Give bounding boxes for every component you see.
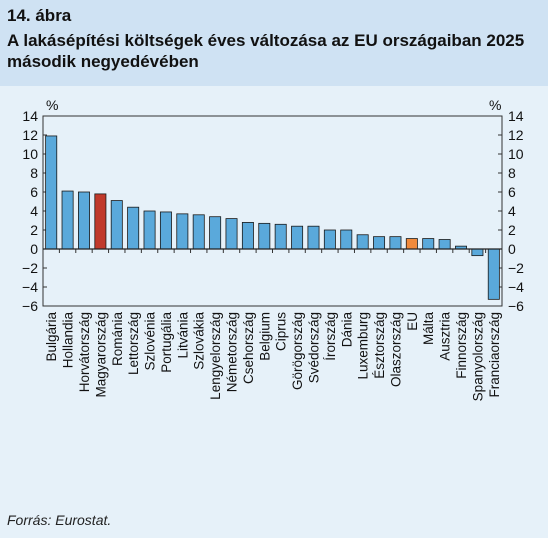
x-category-label: Olaszország	[388, 312, 403, 387]
y-tick-label-right: 14	[508, 108, 524, 124]
x-category-label: Románia	[110, 312, 125, 367]
y-tick-label-right: 12	[508, 127, 524, 143]
bar-3	[94, 193, 107, 250]
y-tick-label-right: −2	[508, 260, 524, 276]
y-tick-label-left: 10	[22, 146, 38, 162]
bar-19	[356, 234, 369, 250]
bar-5	[127, 206, 140, 250]
y-tick-label-left: 14	[22, 108, 38, 124]
x-category-label: Magyarország	[93, 312, 108, 398]
x-category-label: Szlovákia	[192, 312, 207, 370]
x-category-label: Svédország	[306, 312, 321, 383]
bar-23	[422, 238, 435, 250]
y-tick-label-right: 6	[508, 184, 516, 200]
x-category-label: Szlovénia	[143, 312, 158, 371]
bar-21	[389, 236, 402, 250]
x-category-label: Németország	[225, 312, 240, 392]
x-category-label: Ciprus	[274, 312, 289, 351]
figure-title: A lakásépítési költségek éves változása …	[7, 31, 525, 71]
y-tick-label-right: −4	[508, 279, 524, 295]
x-category-label: Litvánia	[175, 312, 190, 359]
figure-label: 14. ábra	[7, 6, 72, 25]
y-tick-label-left: 8	[30, 165, 38, 181]
x-category-label: Spanyolország	[470, 312, 485, 401]
y-tick-label-left: 12	[22, 127, 38, 143]
bar-26	[471, 248, 484, 257]
x-category-label: Észtország	[372, 312, 387, 379]
x-category-label: Málta	[421, 312, 436, 346]
x-category-label: EU	[405, 312, 420, 331]
bar-6	[143, 210, 156, 250]
y-tick-label-left: 0	[30, 241, 38, 257]
y-tick-label-left: 2	[30, 222, 38, 238]
y-tick-label-right: 0	[508, 241, 516, 257]
x-category-label: Ausztria	[438, 312, 453, 361]
bar-10	[209, 216, 222, 250]
bar-chart: 14 14 12 12 10 10 8 8 6 6 4 4 2 2 0 0 −2 −2 −4 −4 −6 −6% % Bulg…	[22, 97, 524, 401]
x-category-label: Horvátország	[77, 312, 92, 392]
bar-13	[258, 222, 271, 250]
bar-22	[405, 238, 418, 250]
x-category-label: Lettország	[126, 312, 141, 375]
bar-24	[438, 239, 451, 250]
y-tick-label-right: 2	[508, 222, 516, 238]
plot-area: 14 14 12 12 10 10 8 8 6 6 4 4 2 2 0 0 −2 −2 −4 −4 −6 −6% % Bulg…	[22, 97, 524, 401]
bar-0	[45, 135, 58, 250]
y-axis-unit-right: %	[489, 97, 501, 113]
bar-16	[307, 225, 320, 250]
bar-8	[176, 213, 189, 250]
x-category-label: Hollandia	[61, 312, 76, 369]
y-tick-label-left: −2	[22, 260, 38, 276]
bar-11	[225, 218, 238, 250]
bar-4	[110, 200, 123, 250]
y-tick-label-right: 8	[508, 165, 516, 181]
bar-7	[159, 211, 172, 250]
bar-27	[487, 248, 500, 300]
bar-2	[78, 191, 90, 250]
x-category-label: Csehország	[241, 312, 256, 384]
y-tick-label-right: 4	[508, 203, 516, 219]
source-note: Forrás: Eurostat.	[7, 512, 112, 528]
y-tick-label-right: −6	[508, 298, 524, 314]
y-axis-unit-left: %	[46, 97, 58, 113]
bar-12	[241, 221, 254, 250]
figure-header: 14. ábra A lakásépítési költségek éves v…	[0, 0, 548, 86]
bar-9	[192, 214, 205, 250]
y-tick-label-left: −6	[22, 298, 38, 314]
x-category-label: Bulgária	[44, 312, 59, 362]
bar-18	[340, 229, 353, 250]
y-tick-label-left: −4	[22, 279, 38, 295]
bar-15	[291, 225, 304, 250]
y-tick-label-left: 6	[30, 184, 38, 200]
x-category-label: Dánia	[339, 312, 354, 348]
bar-14	[274, 223, 287, 250]
x-category-label: Belgium	[257, 312, 272, 361]
x-category-label: Finnország	[454, 312, 469, 379]
x-category-label: Luxemburg	[356, 312, 371, 380]
bar-17	[323, 229, 336, 250]
bar-20	[373, 236, 386, 250]
x-category-label: Franciaország	[487, 312, 502, 398]
x-category-label: Portugália	[159, 312, 174, 373]
x-category-label: Görögország	[290, 312, 305, 390]
y-tick-label-right: 10	[508, 146, 524, 162]
bar-1	[61, 190, 74, 250]
x-category-label: Lengyelország	[208, 312, 223, 400]
x-category-label: Írország	[323, 312, 338, 361]
y-tick-label-left: 4	[30, 203, 38, 219]
